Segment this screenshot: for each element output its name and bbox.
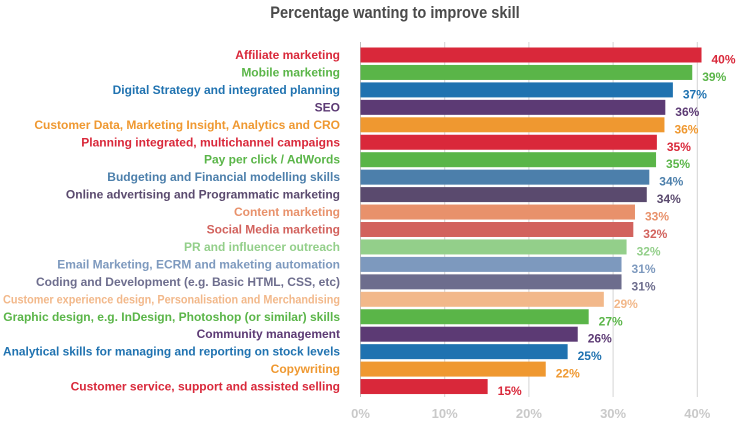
bar [360,239,627,255]
bars [360,47,702,395]
category-label: Mobile marketing [241,65,340,79]
bar [360,64,693,80]
bar [360,187,647,203]
value-label: 36% [674,122,698,136]
category-label: Budgeting and Financial modelling skills [107,170,340,184]
bar [360,169,650,185]
bar [360,344,568,360]
value-label: 26% [588,332,612,346]
category-label: Analytical skills for managing and repor… [3,345,340,359]
value-label: 39% [702,70,726,84]
value-label: 29% [614,297,638,311]
value-label: 37% [683,87,707,101]
value-label: 32% [643,227,667,241]
bar [360,361,546,377]
chart-title: Percentage wanting to improve skill [270,3,520,22]
bar [360,152,657,168]
category-label: Graphic design, e.g. InDesign, Photoshop… [3,310,340,324]
value-label: 35% [666,157,690,171]
value-label: 34% [659,175,683,189]
category-label: Customer service, support and assisted s… [71,380,340,394]
value-label: 15% [498,384,522,398]
category-labels: Affiliate marketing Mobile marketing Digit… [3,48,340,394]
bar [360,82,673,98]
value-label: 22% [556,367,580,381]
tick-label: 10% [432,406,458,421]
value-label: 27% [599,314,623,328]
bar [360,222,634,237]
category-label: Digital Strategy and integrated planning [113,83,340,97]
category-label: Pay per click / AdWords [204,153,340,167]
value-label: 31% [632,279,656,293]
value-label: 36% [675,105,699,119]
bar [360,134,657,150]
value-labels: 40% 39% 37% 36% 36% 35% 35% 34% 34% 33% 32% 32% 31% 3… [498,53,736,399]
tick-label: 20% [516,406,542,421]
tick-label: 40% [684,406,710,421]
bar [360,204,635,220]
category-label: Social Media marketing [207,223,340,237]
category-label: Planning integrated, multichannel campai… [81,135,340,149]
bar [360,274,622,290]
value-label: 34% [657,192,681,206]
x-axis-ticks: 0% 10% 20% 30% 40% [351,406,711,421]
bar [360,379,488,395]
value-label: 32% [637,244,661,258]
bar [360,256,622,272]
category-label: Community management [197,327,340,341]
bar [360,326,578,342]
value-label: 31% [632,262,656,276]
category-label: Email Marketing, ECRM and maketing autom… [57,257,340,271]
value-label: 33% [645,210,669,224]
category-label: Copywriting [271,362,340,376]
category-label: Online advertising and Programmatic mark… [66,188,340,202]
category-label: Coding and Development (e.g. Basic HTML,… [36,275,340,289]
bar [360,291,604,307]
category-label: Customer experience design, Personalisat… [3,292,340,306]
value-label: 25% [578,349,602,363]
category-label: PR and influencer outreach [184,240,340,254]
bar [360,99,666,115]
category-label: Affiliate marketing [235,48,340,62]
tick-label: 0% [351,406,370,421]
value-label: 35% [667,140,691,154]
bar [360,309,589,325]
tick-label: 30% [600,406,626,421]
category-label: Content marketing [234,205,340,219]
bar [360,117,665,133]
category-label: SEO [315,100,340,114]
bar [360,47,702,63]
category-label: Customer Data, Marketing Insight, Analyt… [34,118,340,132]
value-label: 40% [712,53,736,67]
